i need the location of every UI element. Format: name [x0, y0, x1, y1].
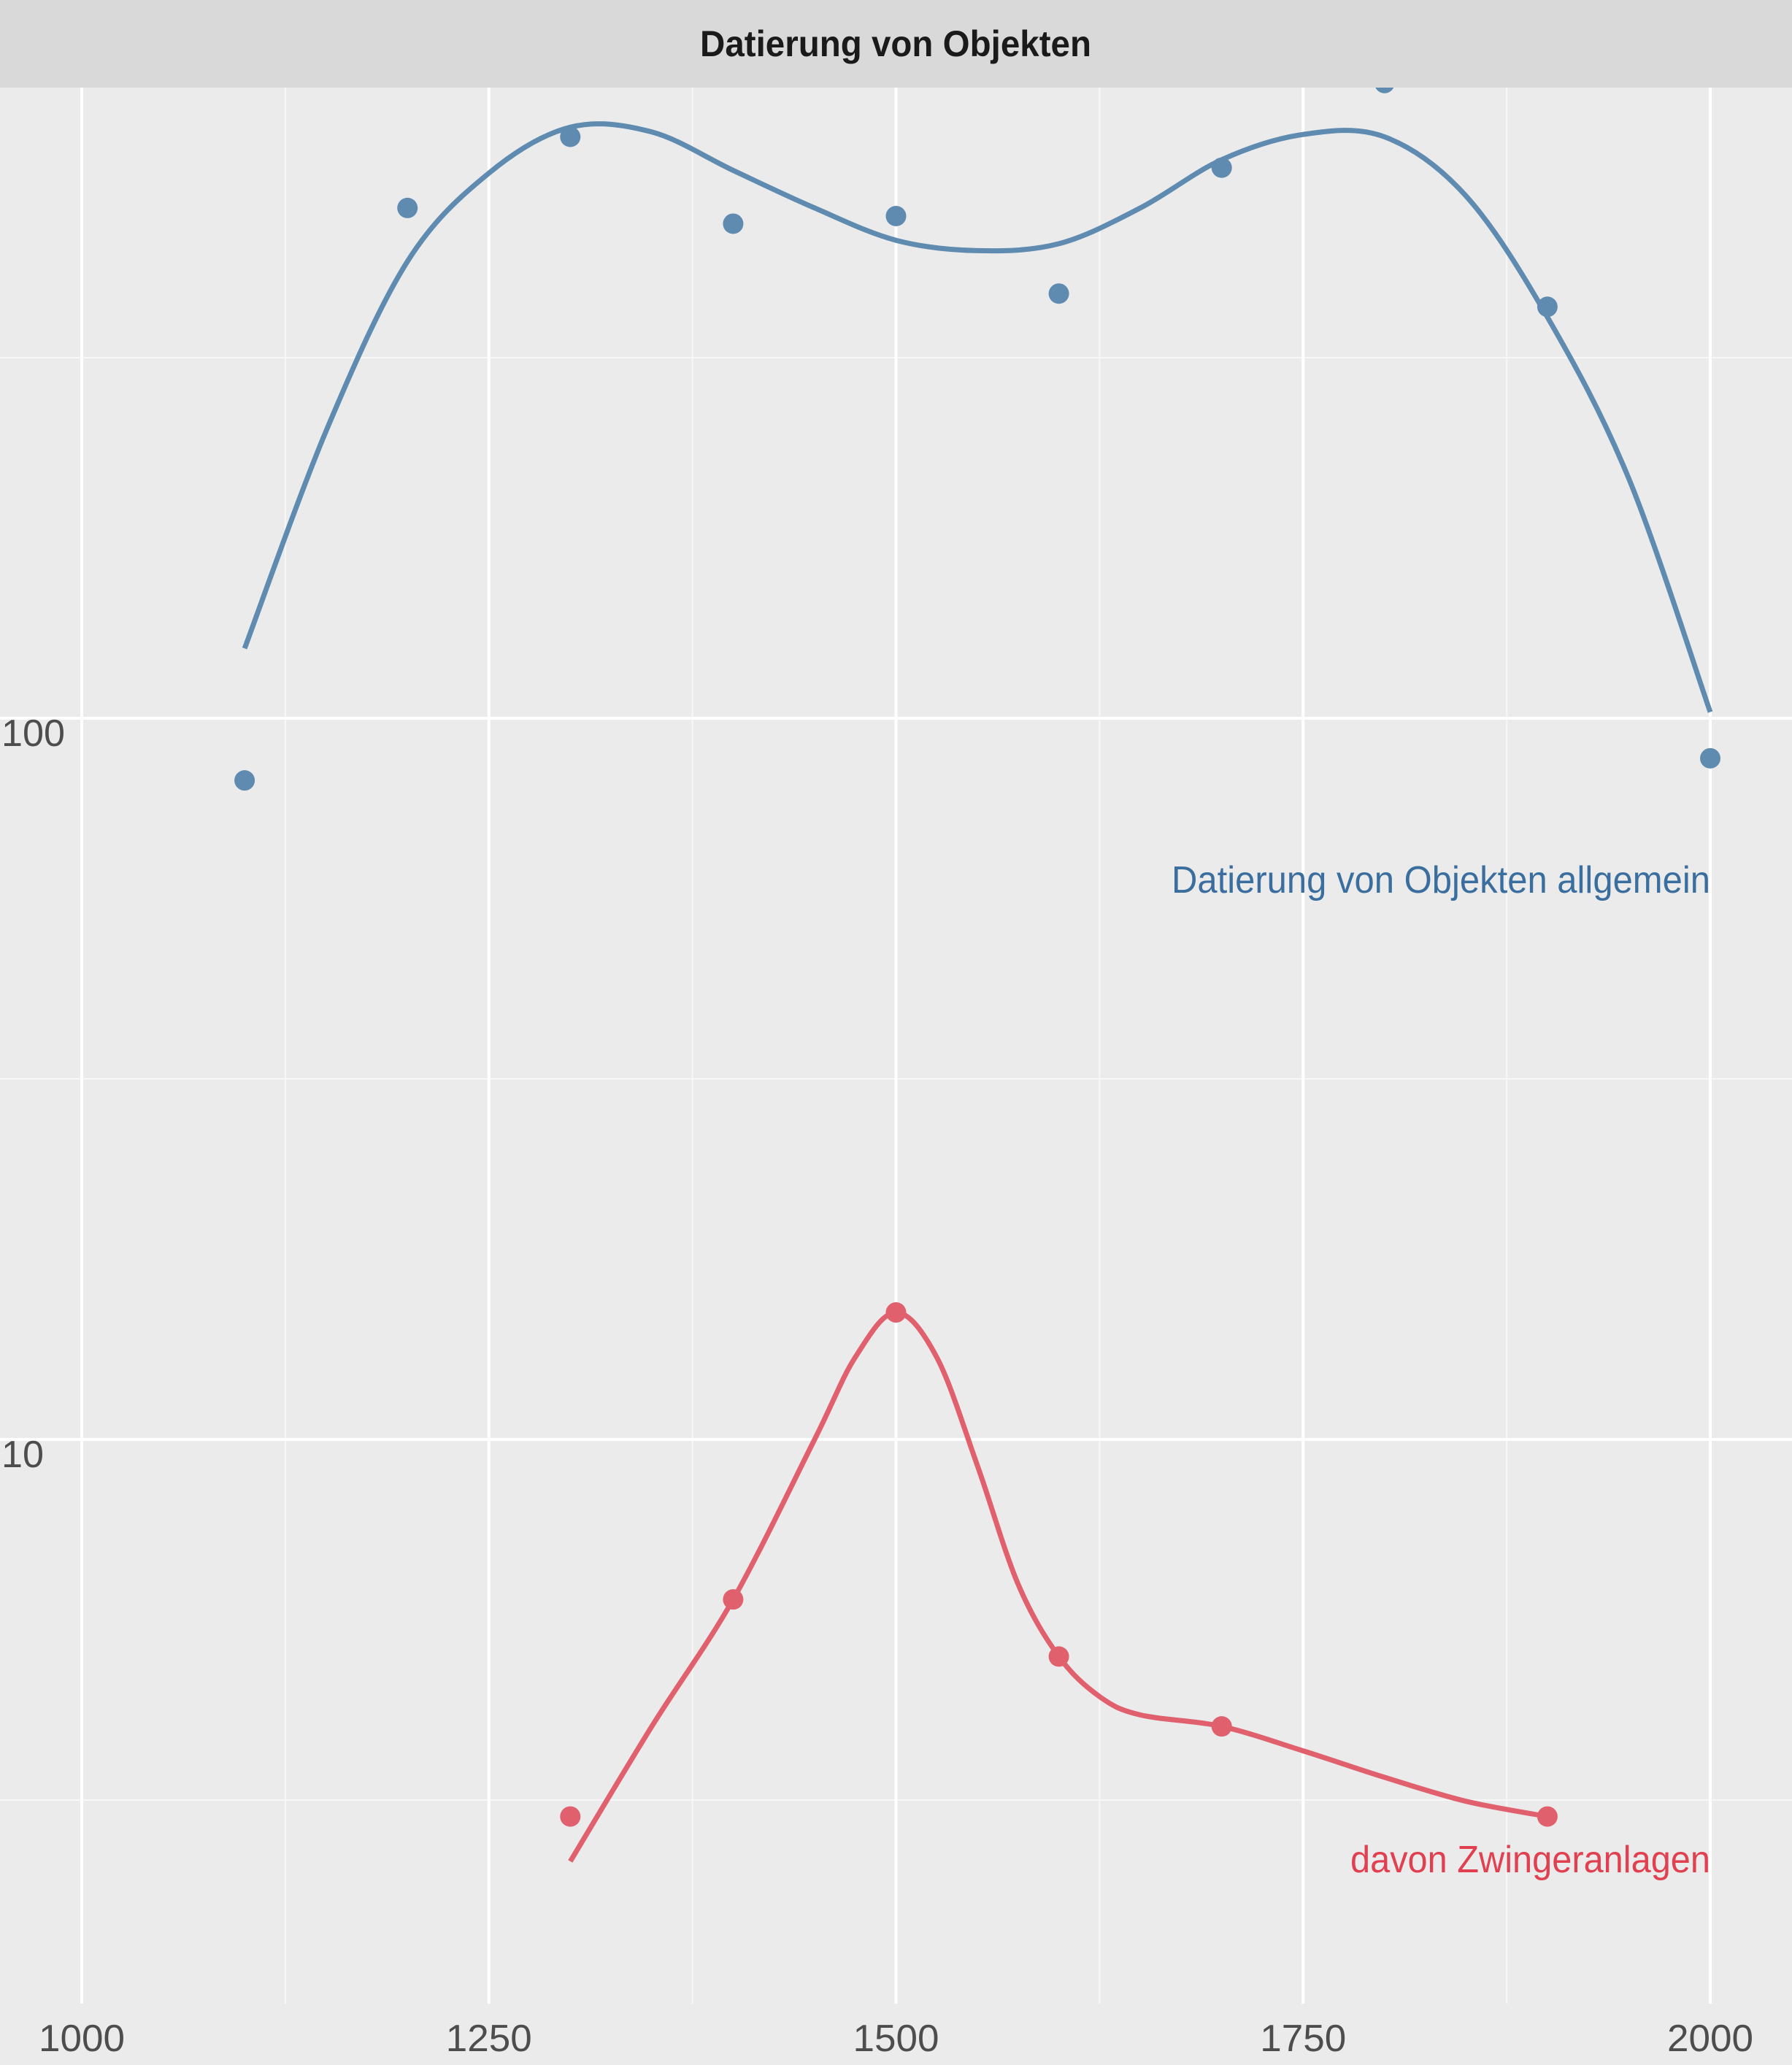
data-point — [885, 205, 907, 226]
x-tick-label: 1500 — [853, 2018, 939, 2060]
data-point — [723, 213, 744, 234]
y-tick-label: 100 — [1, 712, 65, 755]
data-point — [1048, 1646, 1069, 1667]
series-points — [234, 72, 1720, 1827]
x-tick-label: 1000 — [39, 2018, 125, 2060]
data-point — [1700, 747, 1720, 769]
series-annotations: Datierung von Objekten allgemein davon Zw… — [1172, 859, 1710, 1881]
chart-title: Datierung von Objekten — [700, 23, 1091, 64]
data-point — [560, 126, 581, 147]
data-point — [1537, 1806, 1558, 1827]
x-tick-label: 1750 — [1260, 2018, 1346, 2060]
data-point — [1211, 157, 1232, 178]
series-line-0 — [242, 121, 1713, 713]
x-axis-tick-labels: 1000 1250 1500 1750 2000 — [39, 2018, 1753, 2060]
series-annotation: davon Zwingeranlagen — [1350, 1839, 1710, 1881]
series-annotation: Datierung von Objekten allgemein — [1172, 859, 1710, 901]
y-tick-label: 10 — [1, 1434, 44, 1476]
data-point — [560, 1806, 581, 1827]
series-lines — [242, 121, 1713, 1863]
data-point — [234, 770, 255, 791]
x-tick-label: 1250 — [446, 2018, 532, 2060]
data-point — [885, 1302, 907, 1323]
grid-major — [0, 88, 1792, 2004]
data-point — [397, 197, 418, 218]
data-point — [1048, 283, 1069, 304]
data-point — [723, 1589, 744, 1610]
data-point — [1537, 296, 1558, 318]
series-line-1 — [568, 1310, 1548, 1863]
data-point — [1211, 1716, 1232, 1737]
y-axis-tick-labels: 10 100 — [1, 712, 65, 1476]
title-strip — [0, 0, 1792, 88]
x-tick-label: 2000 — [1667, 2018, 1753, 2060]
